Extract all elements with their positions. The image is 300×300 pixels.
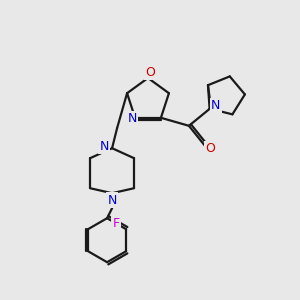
Text: N: N	[99, 140, 109, 153]
Text: O: O	[205, 142, 215, 155]
Text: O: O	[145, 65, 155, 79]
Text: N: N	[128, 112, 137, 125]
Text: N: N	[211, 99, 220, 112]
Text: N: N	[107, 194, 117, 207]
Text: F: F	[112, 217, 120, 230]
